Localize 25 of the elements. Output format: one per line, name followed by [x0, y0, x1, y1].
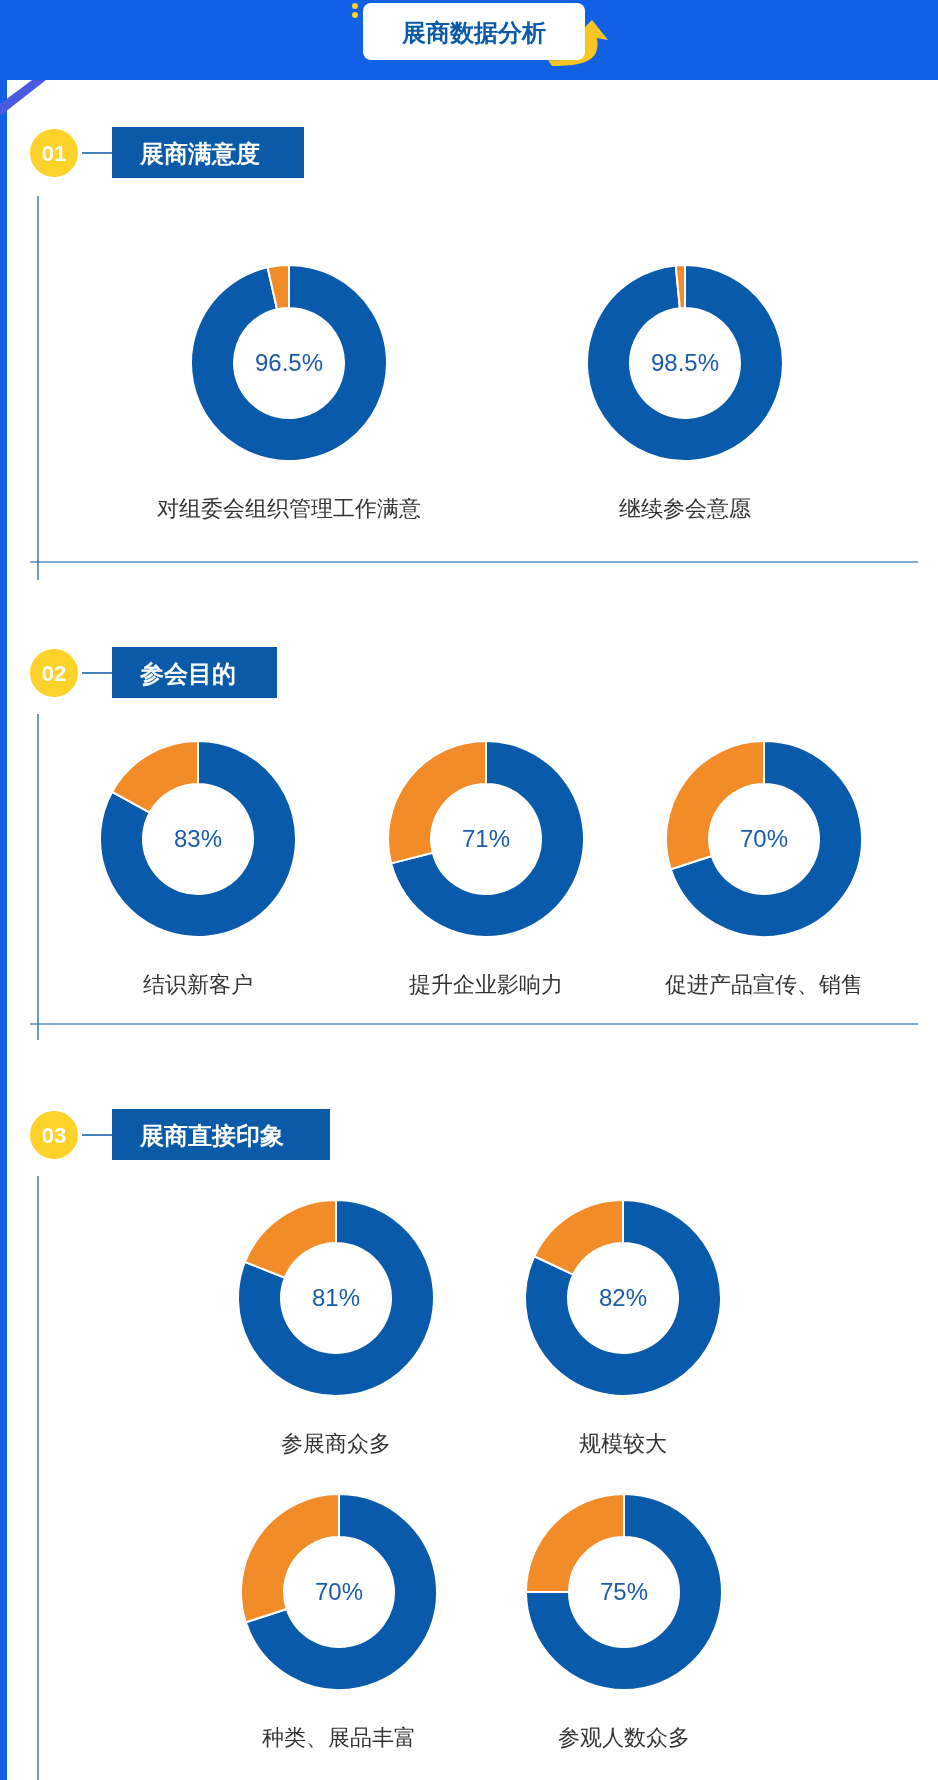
data-label: 83% [173, 825, 223, 852]
data-label: 70% [739, 825, 789, 852]
text: 01 [41, 141, 67, 166]
text: 参会目的 [139, 660, 236, 687]
data-label: 71% [461, 825, 511, 852]
text: 展商直接印象 [139, 1122, 284, 1149]
text: 02 [41, 661, 67, 686]
data-label: 98.5% [650, 349, 720, 376]
text: 规模较大 [579, 1431, 667, 1456]
text: 参观人数众多 [558, 1725, 690, 1750]
text: 促进产品宣传、销售 [665, 972, 863, 997]
data-label: 70% [314, 1578, 364, 1605]
data-label: 75% [599, 1578, 649, 1605]
text: 结识新客户 [143, 972, 253, 997]
text: 03 [41, 1123, 67, 1148]
text: 种类、展品丰富 [262, 1725, 416, 1750]
text: 展商数据分析 [401, 19, 546, 46]
data-label: 96.5% [254, 349, 324, 376]
text: 继续参会意愿 [619, 496, 751, 521]
data-label: 82% [598, 1284, 648, 1311]
text: 提升企业影响力 [409, 972, 563, 997]
text: 参展商众多 [281, 1431, 391, 1456]
text: 展商满意度 [139, 140, 260, 167]
data-label: 81% [311, 1284, 361, 1311]
text: 对组委会组织管理工作满意 [157, 496, 421, 521]
